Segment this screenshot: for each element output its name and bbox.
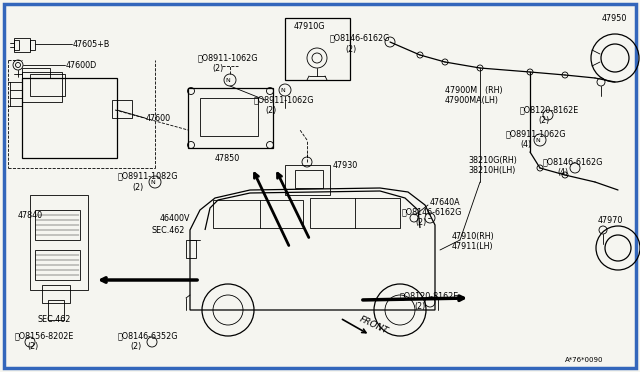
Text: (2): (2): [130, 343, 141, 352]
Text: 47600D: 47600D: [66, 61, 97, 70]
Text: 47910(RH): 47910(RH): [452, 231, 495, 241]
Text: A*76*0090: A*76*0090: [565, 357, 604, 363]
Text: (4): (4): [520, 140, 531, 148]
Text: 47850: 47850: [215, 154, 240, 163]
Text: (2): (2): [415, 218, 426, 227]
Text: (2): (2): [132, 183, 143, 192]
Bar: [30, 40, 35, 50]
Text: N: N: [150, 180, 156, 185]
Text: (2): (2): [414, 302, 425, 311]
Text: 46400V: 46400V: [160, 214, 191, 222]
Bar: [112, 100, 132, 118]
Text: 47911(LH): 47911(LH): [452, 241, 493, 250]
Text: ⒲O8146-6162G: ⒲O8146-6162G: [543, 157, 604, 167]
Bar: [14, 40, 19, 50]
Text: 47900M (RH): 47900M (RH): [445, 86, 502, 94]
Bar: [48, 300, 64, 320]
Text: 47900MA(LH): 47900MA(LH): [445, 96, 499, 105]
Text: 38210G(RH): 38210G(RH): [468, 155, 517, 164]
Text: 47600: 47600: [146, 113, 171, 122]
Bar: [14, 38, 30, 52]
Text: (2): (2): [27, 343, 38, 352]
Bar: [35, 250, 80, 280]
Bar: [42, 285, 70, 303]
Text: ⓝO8911-1082G: ⓝO8911-1082G: [118, 171, 179, 180]
Bar: [30, 195, 88, 290]
Text: 47970: 47970: [598, 215, 623, 224]
Bar: [310, 198, 400, 228]
Text: ⓝO8911-1062G: ⓝO8911-1062G: [506, 129, 566, 138]
Bar: [295, 170, 323, 188]
Text: (2): (2): [265, 106, 276, 115]
Text: N: N: [280, 87, 285, 93]
Text: 47840: 47840: [18, 211, 43, 219]
Text: N: N: [536, 138, 540, 142]
Bar: [188, 88, 273, 148]
Text: (4): (4): [557, 167, 568, 176]
Text: ⓝO8911-1062G: ⓝO8911-1062G: [254, 96, 314, 105]
Text: ⒲O8156-8202E: ⒲O8156-8202E: [15, 331, 74, 340]
Text: 47930: 47930: [333, 160, 358, 170]
Text: ⒲O8146-6162G: ⒲O8146-6162G: [402, 208, 462, 217]
Bar: [30, 74, 65, 96]
Text: 38210H(LH): 38210H(LH): [468, 166, 515, 174]
Bar: [285, 18, 350, 80]
Text: ⓝO8911-1062G: ⓝO8911-1062G: [198, 54, 259, 62]
Text: ⒲O8146-6352G: ⒲O8146-6352G: [118, 331, 179, 340]
Text: SEC.462: SEC.462: [152, 225, 186, 234]
Text: (2): (2): [345, 45, 356, 54]
Text: FRONT: FRONT: [358, 314, 390, 336]
Text: ⒲O8120-8162E: ⒲O8120-8162E: [400, 292, 460, 301]
Bar: [186, 240, 196, 258]
Text: (2): (2): [212, 64, 223, 73]
Text: SEC.462: SEC.462: [38, 315, 72, 324]
Bar: [285, 165, 330, 195]
Bar: [22, 78, 117, 158]
Text: N: N: [226, 77, 230, 83]
Bar: [35, 210, 80, 240]
Text: 47605+B: 47605+B: [73, 39, 110, 48]
Text: 47910G: 47910G: [294, 22, 326, 31]
Bar: [200, 98, 258, 136]
Text: 47640A: 47640A: [430, 198, 461, 206]
Bar: [213, 200, 303, 228]
Bar: [22, 68, 50, 78]
Text: ⒲O8146-6162G: ⒲O8146-6162G: [330, 33, 390, 42]
Text: (2): (2): [538, 115, 549, 125]
Bar: [22, 72, 62, 102]
Text: ⒲O8120-8162E: ⒲O8120-8162E: [520, 106, 579, 115]
Text: 47950: 47950: [602, 13, 627, 22]
